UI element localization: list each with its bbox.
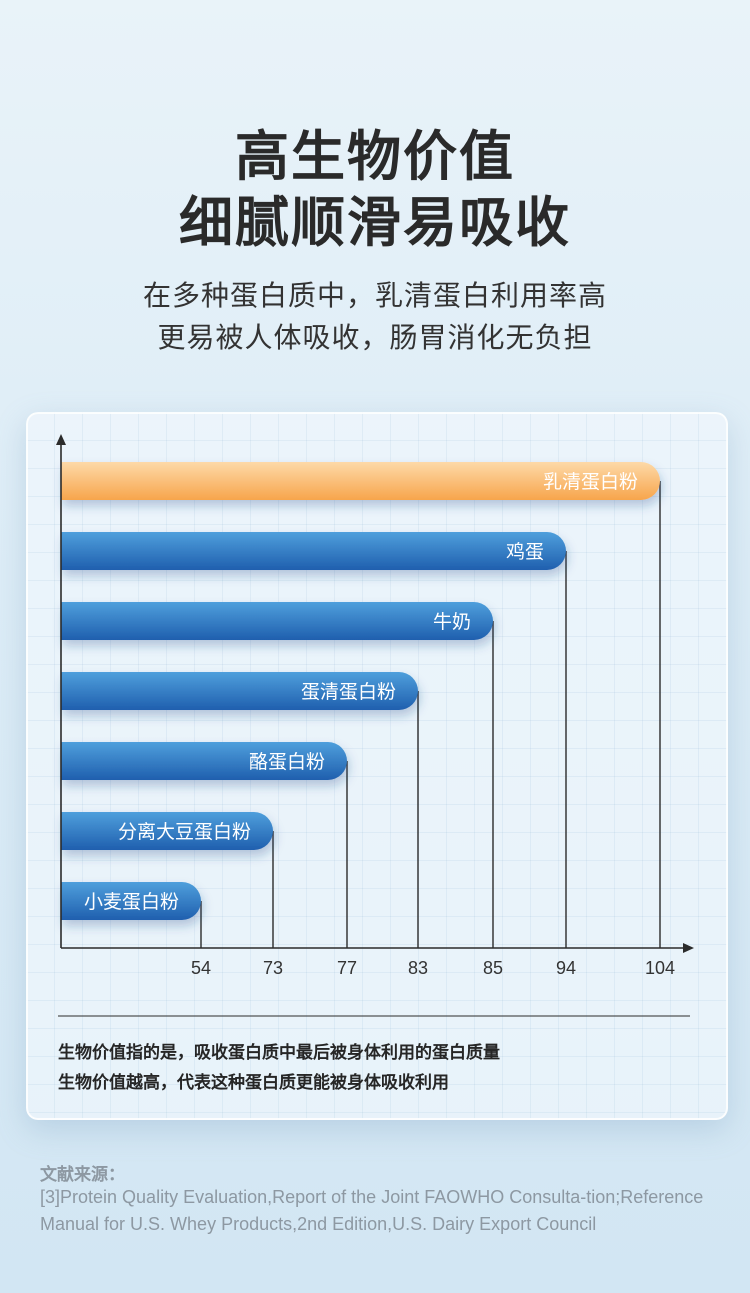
bar-6 <box>61 812 273 850</box>
x-tick-label: 83 <box>408 958 428 978</box>
bar-2 <box>61 532 566 570</box>
bar-7 <box>61 882 201 920</box>
references-title: 文献来源： <box>40 1165 125 1185</box>
subtitle-line1: 在多种蛋白质中，乳清蛋白利用率高 <box>142 279 607 312</box>
bar-label: 酪蛋白粉 <box>249 751 325 773</box>
page-title-line2: 细腻顺滑易吸收 <box>179 191 571 254</box>
x-tick-label: 85 <box>483 958 503 978</box>
bar-label: 分离大豆蛋白粉 <box>118 821 251 843</box>
subtitle-line2: 更易被人体吸收，肠胃消化无负担 <box>157 321 593 354</box>
x-tick-label: 94 <box>556 958 576 978</box>
x-tick-label: 54 <box>191 958 211 978</box>
x-tick-label: 73 <box>263 958 283 978</box>
bar-3 <box>61 602 493 640</box>
bar-label: 小麦蛋白粉 <box>84 891 179 913</box>
bar-label: 牛奶 <box>433 611 471 633</box>
note-line2: 生物价值越高，代表这种蛋白质更能被身体吸收利用 <box>58 1073 449 1093</box>
page-title: 高生物价值 <box>235 125 515 188</box>
x-tick-label: 77 <box>337 958 357 978</box>
bar-4 <box>61 672 418 710</box>
bar-label: 鸡蛋 <box>506 541 544 563</box>
note-line1: 生物价值指的是，吸收蛋白质中最后被身体利用的蛋白质量 <box>58 1043 500 1063</box>
x-tick-label: 104 <box>645 958 675 978</box>
bar-5 <box>61 742 347 780</box>
bar-label: 乳清蛋白粉 <box>543 471 638 493</box>
y-axis-arrow <box>56 434 66 445</box>
bar-1 <box>61 462 660 500</box>
bar-label: 蛋清蛋白粉 <box>301 681 396 703</box>
x-axis-arrow <box>683 943 694 953</box>
references-body: [3]Protein Quality Evaluation,Report of … <box>40 1187 704 1234</box>
